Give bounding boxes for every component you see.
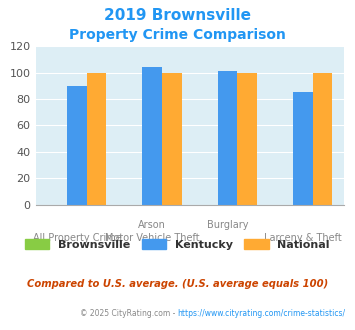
Text: Burglary: Burglary <box>207 220 248 230</box>
Text: https://www.cityrating.com/crime-statistics/: https://www.cityrating.com/crime-statist… <box>178 309 346 317</box>
Bar <box>142 67 162 205</box>
Legend: Brownsville, Kentucky, National: Brownsville, Kentucky, National <box>21 235 334 254</box>
Text: © 2025 CityRating.com -: © 2025 CityRating.com - <box>80 309 178 317</box>
Bar <box>293 92 313 205</box>
Bar <box>162 73 182 205</box>
Bar <box>237 73 257 205</box>
Text: Compared to U.S. average. (U.S. average equals 100): Compared to U.S. average. (U.S. average … <box>27 279 328 289</box>
Bar <box>87 73 106 205</box>
Text: 2019 Brownsville: 2019 Brownsville <box>104 8 251 23</box>
Text: Arson: Arson <box>138 220 166 230</box>
Bar <box>218 71 237 205</box>
Text: Larceny & Theft: Larceny & Theft <box>264 233 342 243</box>
Text: Motor Vehicle Theft: Motor Vehicle Theft <box>105 233 200 243</box>
Text: All Property Crime: All Property Crime <box>33 233 121 243</box>
Bar <box>67 86 87 205</box>
Bar <box>313 73 332 205</box>
Text: Property Crime Comparison: Property Crime Comparison <box>69 28 286 42</box>
